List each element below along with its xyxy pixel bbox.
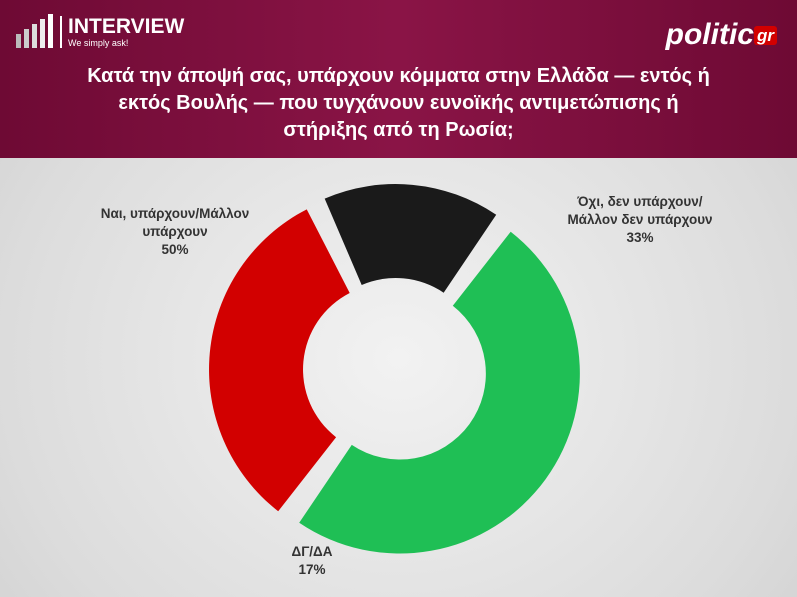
value-label: 50%	[161, 242, 189, 257]
site-logo: politic gr	[666, 18, 777, 52]
brand: INTERVIEW We simply ask!	[60, 16, 184, 48]
site-suffix: gr	[754, 26, 777, 46]
value-label: 33%	[626, 230, 654, 245]
slice	[324, 184, 497, 293]
header: INTERVIEW We simply ask! politic gr Κατά …	[0, 0, 797, 158]
logo-icon	[16, 14, 53, 48]
slice-label: ΔΓ/ΔΑ	[291, 544, 333, 559]
value-label: 17%	[298, 562, 326, 577]
slice	[299, 231, 580, 554]
slice-label: Ναι, υπάρχουν/Μάλλον υπάρχουν	[100, 206, 250, 239]
chart-title: Κατά την άποψή σας, υπάρχουν κόμματα στη…	[87, 65, 710, 141]
tagline: We simply ask!	[68, 38, 129, 48]
slice	[209, 209, 350, 512]
slice-label: Όχι, δεν υπάρχουν/Μάλλον δεν υπάρχουν	[567, 194, 713, 227]
site-name: politic	[665, 18, 754, 51]
brand-name: INTERVIEW	[68, 15, 185, 38]
